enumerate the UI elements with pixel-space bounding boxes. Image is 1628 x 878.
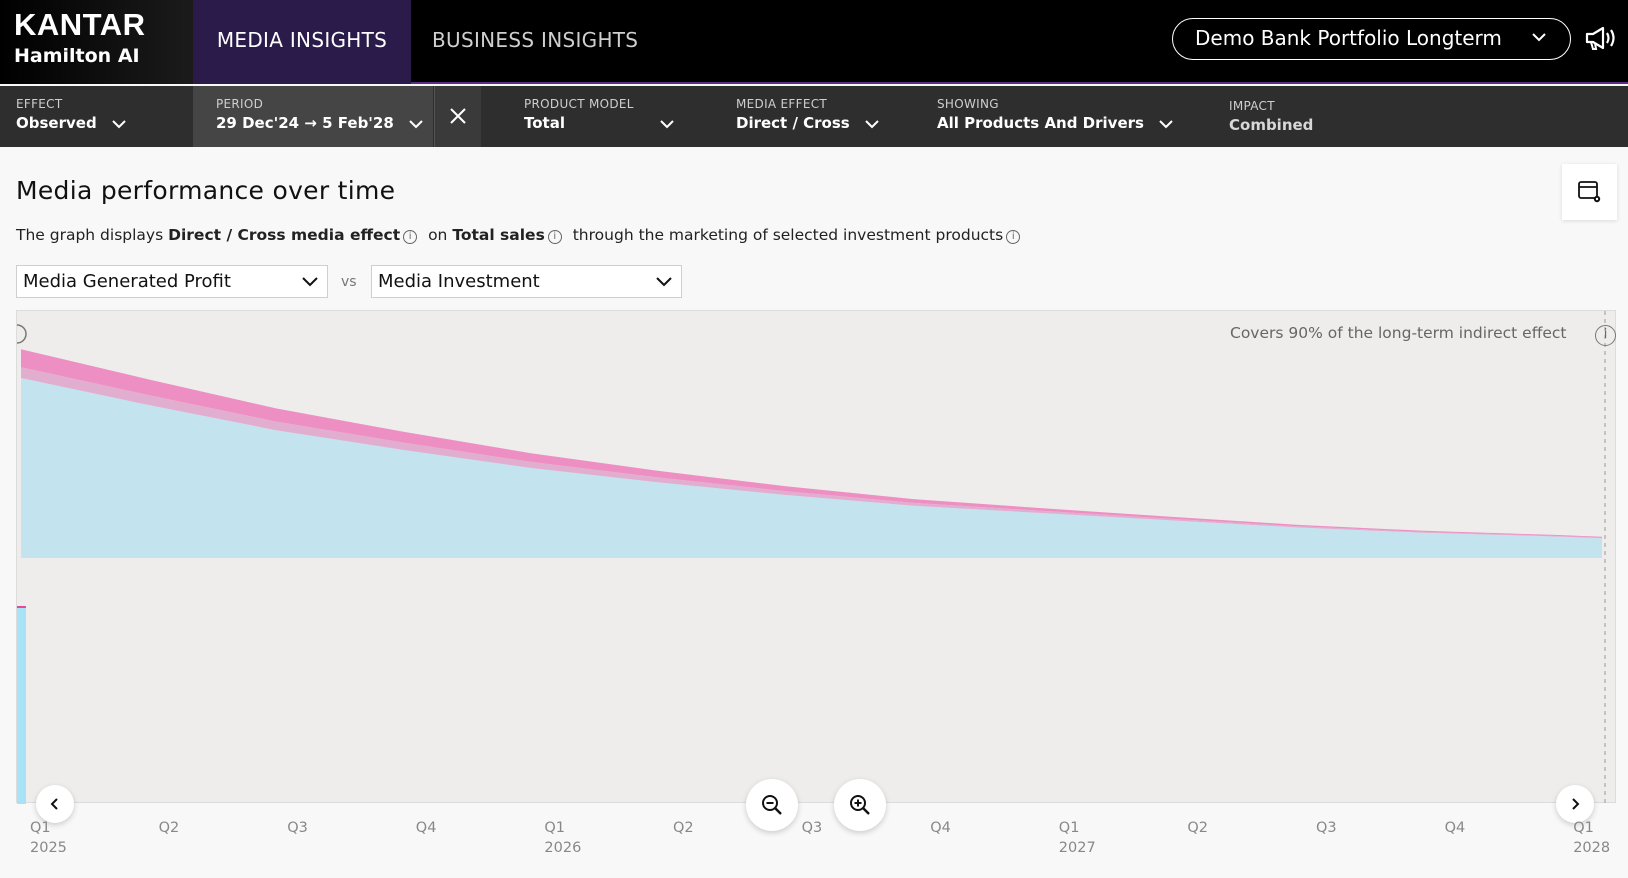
chevron-down-icon [660,119,674,128]
filter-media-effect-value: Direct / Cross [736,114,850,132]
portfolio-selector[interactable]: Demo Bank Portfolio Longterm [1172,18,1571,60]
brand-logo[interactable]: KANTAR Hamilton AI [0,0,193,84]
filter-showing-label: SHOWING [937,97,999,111]
tab-media-insights[interactable]: MEDIA INSIGHTS [193,0,411,84]
filter-effect[interactable]: EFFECT Observed [16,86,127,147]
investment-bar[interactable] [17,608,26,804]
chevron-down-icon [302,277,318,287]
area-series-0[interactable] [21,378,1602,558]
filter-product-model[interactable]: PRODUCT MODEL Total [524,86,675,147]
metric-right-select[interactable]: Media Investment [371,265,682,298]
chevron-down-icon [865,119,879,128]
x-tick-label: Q1 2028 [1573,820,1611,856]
x-tick-label: Q4 [1444,820,1466,836]
desc-text: on [428,226,448,244]
filter-effect-value: Observed [16,114,97,132]
filter-impact-label: IMPACT [1229,99,1275,113]
filter-period-label: PERIOD [216,97,264,111]
megaphone-icon[interactable] [1584,24,1618,54]
chevron-left-icon [50,798,58,810]
filter-bar: EFFECT Observed PERIOD 29 Dec'24 → 5 Feb… [0,86,1628,147]
chart-settings-button[interactable] [1562,164,1617,220]
chart-area[interactable] [16,310,1616,804]
x-tick-label: Q4 [930,820,951,836]
x-tick-label: Q1 2026 [544,820,582,856]
brand-name: KANTAR [14,7,146,42]
x-tick-label: Q1 2025 [30,820,67,856]
chevron-right-icon [1572,798,1580,810]
filter-media-effect-label: MEDIA EFFECT [736,97,828,111]
performance-chart [17,311,1606,804]
clear-period-button[interactable] [434,86,481,147]
zoom-out-button[interactable] [746,779,798,831]
metric-right-value: Media Investment [378,271,540,292]
metric-left-value: Media Generated Profit [23,271,231,292]
filter-period-value: 29 Dec'24 → 5 Feb'28 [216,114,394,132]
scroll-left-button[interactable] [36,785,74,823]
desc-text: The graph displays [16,226,164,244]
covers-note: Covers 90% of the long-term indirect eff… [1230,324,1567,342]
filter-product-model-label: PRODUCT MODEL [524,97,634,111]
investment-bar-top [17,606,26,608]
page-title: Media performance over time [16,176,396,205]
chevron-down-icon [1532,33,1546,42]
info-icon[interactable]: i [1006,230,1021,244]
chevron-down-icon [1159,119,1173,128]
x-tick-label: Q2 [673,820,694,836]
scroll-right-button[interactable] [1556,785,1594,823]
chevron-down-icon [656,277,672,287]
top-bar: KANTAR Hamilton AI MEDIA INSIGHTS BUSINE… [0,0,1628,84]
vs-label: vs [341,274,357,290]
chevron-down-icon [409,119,423,128]
chart-description: The graph displays Direct / Cross media … [16,226,1026,244]
info-icon[interactable]: i [1595,325,1616,346]
info-icon[interactable]: i [547,230,562,244]
filter-product-model-value: Total [524,114,565,132]
desc-text: through the marketing of selected invest… [572,226,1004,244]
portfolio-label: Demo Bank Portfolio Longterm [1195,26,1502,50]
brand-product: Hamilton AI [14,45,140,67]
filter-showing-value: All Products And Drivers [937,114,1144,132]
settings-icon [1578,181,1601,203]
filter-showing[interactable]: SHOWING All Products And Drivers [937,86,1174,147]
filter-impact-value: Combined [1229,116,1314,134]
x-tick-label: Q1 2027 [1058,820,1096,856]
zoom-in-icon [850,795,870,815]
desc-sales: Total sales [452,226,545,244]
zoom-out-icon [762,795,782,815]
close-icon [450,108,466,124]
x-tick-label: Q2 [158,820,180,836]
tab-business-insights[interactable]: BUSINESS INSIGHTS [432,28,639,52]
x-tick-label: Q2 [1187,820,1209,836]
x-tick-label: Q3 [287,820,308,836]
filter-impact: IMPACT Combined [1229,86,1313,147]
filter-period[interactable]: PERIOD 29 Dec'24 → 5 Feb'28 [193,86,433,147]
x-tick-label: Q3 [801,820,823,836]
metric-left-select[interactable]: Media Generated Profit [16,265,328,298]
x-tick-label: Q3 [1316,820,1337,836]
filter-effect-label: EFFECT [16,97,63,111]
desc-media-effect: Direct / Cross media effect [168,226,401,244]
zoom-in-button[interactable] [834,779,886,831]
info-icon[interactable]: i [403,230,418,244]
start-marker [17,324,27,344]
x-tick-label: Q4 [415,820,437,836]
filter-media-effect[interactable]: MEDIA EFFECT Direct / Cross [736,86,880,147]
chevron-down-icon [111,119,126,128]
